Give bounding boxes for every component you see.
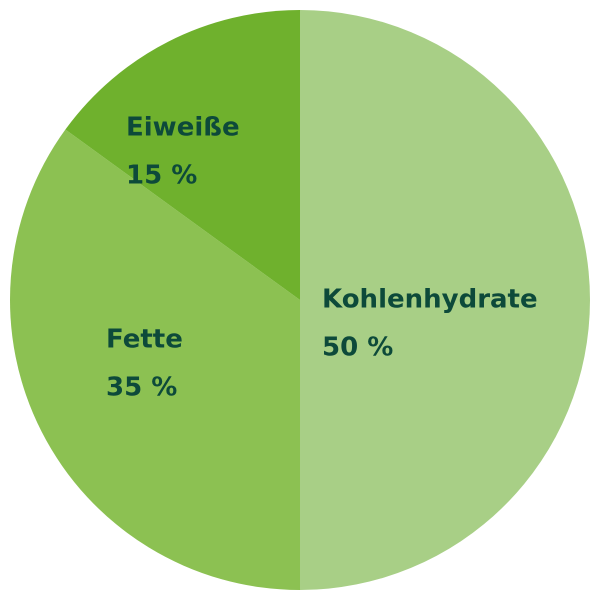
slice-label: Eiweiße	[126, 113, 240, 143]
slice-value: 35 %	[106, 373, 177, 403]
slice-value: 15 %	[126, 161, 197, 191]
slice-value: 50 %	[322, 333, 393, 363]
pie-slice	[65, 10, 300, 300]
slice-label: Kohlenhydrate	[322, 285, 538, 315]
pie-slice	[10, 129, 301, 590]
slice-label: Fette	[106, 325, 183, 355]
pie-slice	[300, 10, 590, 590]
